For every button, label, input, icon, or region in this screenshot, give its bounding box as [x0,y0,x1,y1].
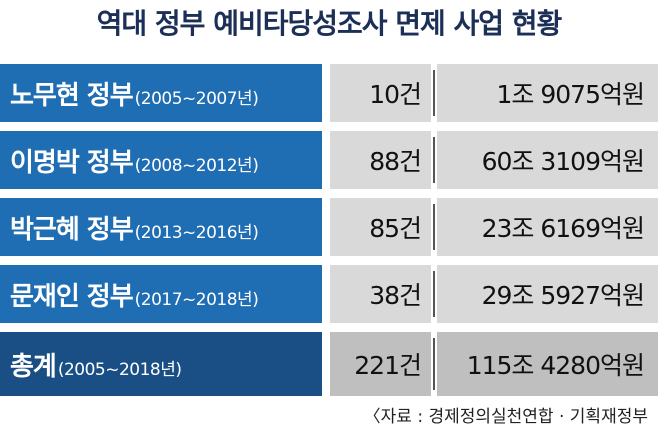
project-amount: 29조 5927억원 [481,281,645,310]
project-amount: 60조 3109억원 [481,147,645,176]
count-cell: 221건 [330,332,431,396]
period: (2013~2016년) [134,222,259,243]
amount-cell: 115조 4280억원 [437,332,658,396]
divider [433,204,435,250]
period: (2017~2018년) [134,289,259,310]
government-cell: 총계 (2005~2018년) [0,332,322,396]
government-name: 박근혜 정부 [10,214,134,245]
project-amount: 115조 4280억원 [466,351,645,380]
government-name: 노무현 정부 [10,80,134,111]
divider [433,137,435,183]
title: 역대 정부 예비타당성조사 면제 사업 현황 [96,7,563,40]
period: (2005~2007년) [134,88,259,109]
period: (2005~2018년) [57,359,182,380]
count-cell: 85건 [330,198,431,256]
government-name: 총계 [10,351,57,382]
total-row: 총계 (2005~2018년) 221건 115조 4280억원 [0,332,658,396]
source: 〈자료 : 경제정의실천연합 · 기획재정부 [363,407,648,427]
government-name: 문재인 정부 [10,281,134,312]
government-name: 이명박 정부 [10,147,134,178]
count-cell: 10건 [330,64,431,122]
amount-cell: 29조 5927억원 [437,265,658,323]
government-cell: 이명박 정부 (2008~2012년) [0,131,322,189]
divider [433,271,435,317]
project-amount: 23조 6169억원 [481,214,645,243]
amount-cell: 60조 3109억원 [437,131,658,189]
project-count: 38건 [369,281,422,310]
project-count: 221건 [354,351,422,380]
divider [433,338,435,390]
count-cell: 88건 [330,131,431,189]
project-count: 85건 [369,214,422,243]
table-row: 박근혜 정부 (2013~2016년) 85건 23조 6169억원 [0,198,658,256]
amount-cell: 23조 6169억원 [437,198,658,256]
period: (2008~2012년) [134,155,259,176]
project-amount: 1조 9075억원 [496,80,645,109]
table-row: 노무현 정부 (2005~2007년) 10건 1조 9075억원 [0,64,658,122]
project-count: 10건 [369,80,422,109]
project-count: 88건 [369,147,422,176]
government-cell: 문재인 정부 (2017~2018년) [0,265,322,323]
table-row: 이명박 정부 (2008~2012년) 88건 60조 3109억원 [0,131,658,189]
count-cell: 38건 [330,265,431,323]
divider [433,70,435,116]
amount-cell: 1조 9075억원 [437,64,658,122]
table-row: 문재인 정부 (2017~2018년) 38건 29조 5927억원 [0,265,658,323]
government-cell: 박근혜 정부 (2013~2016년) [0,198,322,256]
government-cell: 노무현 정부 (2005~2007년) [0,64,322,122]
